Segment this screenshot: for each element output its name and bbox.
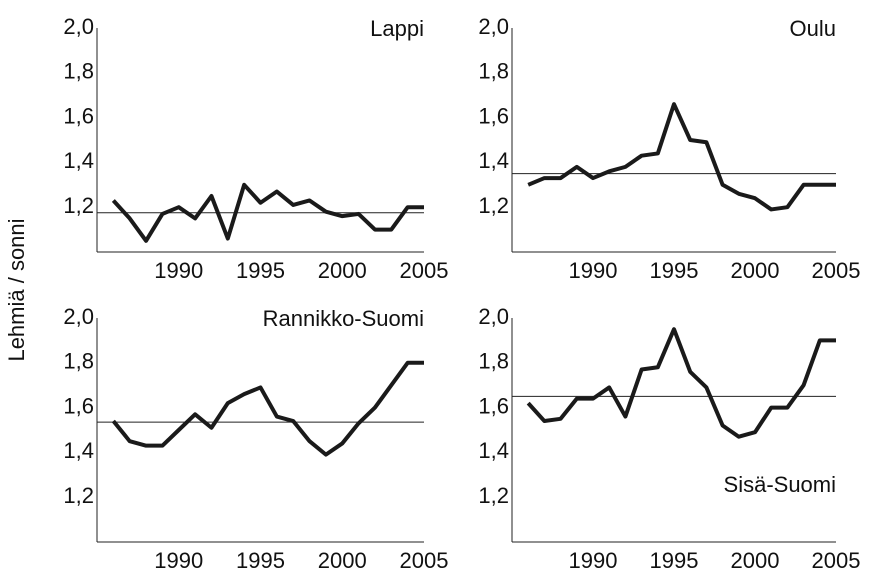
- y-axis-label: Lehmiä / sonni: [4, 218, 29, 361]
- y-tick-label: 1,8: [478, 349, 509, 374]
- x-tick-label: 1990: [154, 258, 203, 283]
- y-tick-label: 1,6: [63, 393, 94, 418]
- x-tick-label: 1990: [569, 548, 618, 573]
- y-tick-label: 2,0: [63, 14, 94, 39]
- x-tick-label: 2000: [318, 548, 367, 573]
- series-line: [527, 102, 836, 212]
- y-tick-label: 1,8: [478, 59, 509, 84]
- x-tick-label: 1990: [569, 258, 618, 283]
- x-tick-label: 2000: [731, 258, 780, 283]
- y-tick-label: 2,0: [63, 304, 94, 329]
- y-tick-label: 1,2: [63, 483, 94, 508]
- x-tick-label: 1995: [650, 548, 699, 573]
- y-tick-label: 1,6: [478, 393, 509, 418]
- panel-title: Rannikko-Suomi: [263, 306, 424, 331]
- x-tick-label: 1990: [154, 548, 203, 573]
- y-tick-label: 1,4: [478, 438, 509, 463]
- panel-title: Lappi: [370, 16, 424, 41]
- panel-title: Oulu: [790, 16, 836, 41]
- x-tick-label: 2000: [731, 548, 780, 573]
- series-line: [526, 327, 836, 439]
- x-tick-label: 2005: [400, 258, 449, 283]
- x-tick-label: 2005: [812, 258, 861, 283]
- y-tick-label: 1,4: [478, 148, 509, 173]
- y-tick-label: 1,2: [478, 193, 509, 218]
- y-tick-label: 1,2: [63, 193, 94, 218]
- y-tick-label: 1,4: [63, 438, 94, 463]
- y-tick-label: 1,8: [63, 59, 94, 84]
- series-line: [111, 182, 424, 243]
- x-tick-label: 1995: [650, 258, 699, 283]
- x-tick-label: 1995: [236, 258, 285, 283]
- y-tick-label: 2,0: [478, 304, 509, 329]
- series-line: [111, 360, 424, 457]
- x-tick-label: 2005: [400, 548, 449, 573]
- y-tick-label: 1,4: [63, 148, 94, 173]
- panel-title: Sisä-Suomi: [724, 472, 836, 497]
- y-tick-label: 1,8: [63, 349, 94, 374]
- y-tick-label: 1,2: [478, 483, 509, 508]
- x-tick-label: 2005: [812, 548, 861, 573]
- y-tick-label: 1,6: [478, 103, 509, 128]
- x-tick-label: 1995: [236, 548, 285, 573]
- y-tick-label: 2,0: [478, 14, 509, 39]
- y-tick-label: 1,6: [63, 103, 94, 128]
- x-tick-label: 2000: [318, 258, 367, 283]
